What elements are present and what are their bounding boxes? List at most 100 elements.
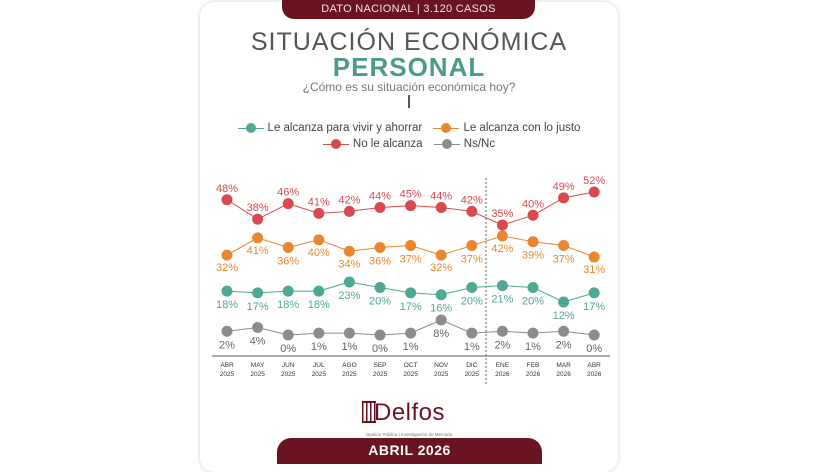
data-point [405, 240, 417, 252]
data-point [558, 296, 570, 308]
x-tick-label: 2025 [465, 371, 480, 378]
data-point [588, 186, 600, 198]
data-label: 1% [525, 341, 541, 353]
data-point [282, 241, 294, 253]
x-axis-labels: ABR 2025 MAY 2025 JUN 2025 JUL 2025 AGO 2025 SEP 20… [220, 362, 602, 378]
data-label: 1% [403, 341, 419, 353]
data-point [496, 325, 508, 337]
data-point [466, 240, 478, 252]
data-label: 40% [308, 247, 330, 259]
x-tick-label: OCT [404, 362, 418, 369]
data-point [527, 209, 539, 221]
divider-tick [408, 95, 410, 108]
sample-banner: DATO NACIONAL | 3.120 CASOS [282, 0, 535, 19]
data-label: 4% [250, 336, 266, 348]
data-label: 18% [216, 299, 238, 311]
x-tick-label: 2026 [526, 371, 541, 378]
data-point [252, 213, 264, 225]
x-tick-label: FEB [527, 362, 540, 369]
data-point [527, 281, 539, 293]
data-label: 20% [522, 295, 544, 307]
data-label: 49% [553, 181, 575, 193]
data-label: 44% [430, 191, 452, 203]
data-label: 1% [464, 341, 480, 353]
x-tick-label: 2025 [312, 371, 327, 378]
data-point [405, 200, 417, 212]
data-point [282, 329, 294, 341]
data-label: 1% [311, 341, 327, 353]
data-point [313, 207, 325, 219]
data-label: 1% [341, 341, 357, 353]
data-point [252, 232, 264, 244]
data-point [558, 240, 570, 252]
data-label: 38% [247, 202, 269, 214]
x-tick-label: 2025 [373, 371, 388, 378]
data-point [343, 327, 355, 339]
data-label: 41% [247, 245, 269, 257]
data-point [527, 327, 539, 339]
data-label: 35% [491, 208, 513, 220]
x-tick-label: ABR [220, 362, 234, 369]
data-label: 23% [338, 290, 360, 302]
data-point [466, 205, 478, 217]
data-label: 46% [277, 187, 299, 199]
data-point [221, 325, 233, 337]
data-point [435, 314, 447, 326]
data-label: 37% [461, 254, 483, 266]
data-label: 41% [308, 196, 330, 208]
data-label: 37% [400, 254, 422, 266]
red-line-dot-icon [322, 139, 349, 149]
data-label: 36% [277, 255, 299, 267]
data-point [313, 327, 325, 339]
data-label: 16% [430, 303, 452, 315]
data-point [405, 287, 417, 299]
data-point [466, 281, 478, 293]
x-tick-label: AGO [342, 362, 356, 369]
x-tick-label: JUN [282, 362, 295, 369]
x-tick-label: JUL [313, 362, 325, 369]
data-point [282, 198, 294, 210]
x-tick-label: 2025 [250, 371, 265, 378]
data-label: 40% [522, 198, 544, 210]
data-label: 20% [461, 295, 483, 307]
data-point [282, 285, 294, 297]
data-point [496, 219, 508, 231]
x-tick-label: 2025 [342, 371, 357, 378]
data-label: 8% [433, 328, 449, 340]
logo-tagline: Opinión Pública | Investigación de Merca… [365, 432, 453, 437]
x-tick-label: SEP [373, 362, 386, 369]
data-point [496, 230, 508, 242]
data-point [405, 327, 417, 339]
x-tick-label: 2025 [403, 371, 418, 378]
x-tick-label: 2026 [556, 371, 571, 378]
data-label: 20% [369, 295, 391, 307]
data-point [252, 322, 264, 333]
pillar-icon [362, 401, 376, 423]
data-point [313, 234, 325, 246]
data-label: 2% [556, 339, 572, 351]
data-point [558, 325, 570, 337]
data-label: 48% [216, 183, 238, 195]
data-label: 52% [583, 175, 605, 187]
data-label: 17% [247, 301, 269, 313]
x-tick-label: NOV [434, 362, 449, 369]
legend-item-nsnc: Ns/Nc [433, 138, 495, 150]
data-point [221, 249, 233, 261]
data-point [221, 285, 233, 297]
x-tick-label: ENE [496, 362, 510, 369]
data-point [313, 285, 325, 297]
data-point [343, 205, 355, 217]
data-point [343, 245, 355, 257]
data-point [588, 287, 600, 299]
green-line-dot-icon [237, 123, 264, 133]
data-point [374, 281, 386, 293]
x-tick-label: ABR [588, 362, 602, 369]
delfos-logo: Delfos [362, 398, 445, 427]
data-label: 2% [219, 339, 235, 351]
data-label: 2% [494, 339, 510, 351]
date-banner: ABRIL 2026 [277, 438, 542, 464]
x-tick-label: MAY [251, 362, 265, 369]
x-tick-label: 2025 [434, 371, 449, 378]
infographic-card [200, 2, 618, 472]
data-label: 17% [400, 301, 422, 313]
